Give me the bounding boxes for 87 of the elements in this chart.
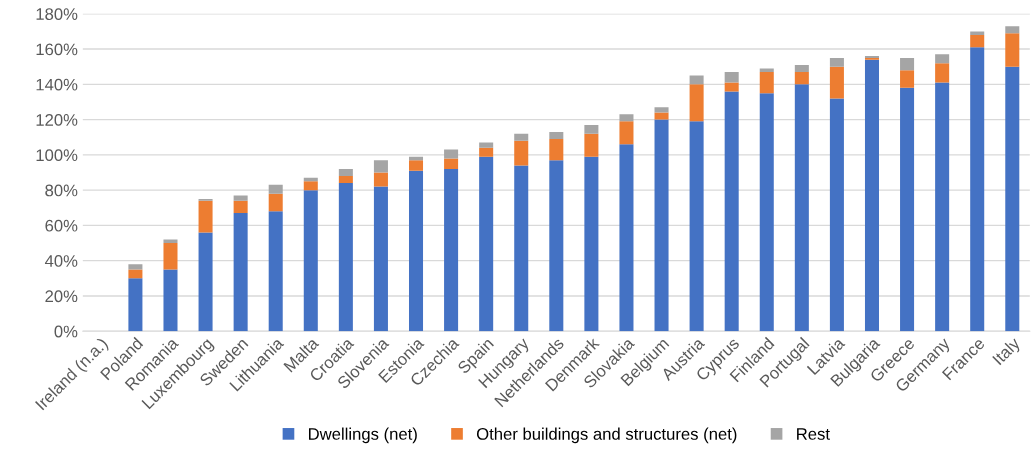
bar xyxy=(198,232,213,332)
y-tick-label: 160% xyxy=(36,43,78,56)
y-tick-label: 100% xyxy=(36,149,78,162)
bar xyxy=(829,57,844,67)
bar xyxy=(759,71,774,94)
bar xyxy=(303,190,318,332)
bar xyxy=(514,133,529,141)
bar xyxy=(479,147,494,157)
bar xyxy=(829,66,844,99)
bar xyxy=(514,165,529,332)
bar xyxy=(444,149,459,159)
legend-label: Dwellings (net) xyxy=(308,427,417,444)
x-tick-label: Italy xyxy=(991,336,1024,368)
bar xyxy=(759,68,774,72)
bar xyxy=(970,31,985,35)
bar xyxy=(338,183,353,332)
y-tick-label: 40% xyxy=(44,255,78,267)
legend-label: Rest xyxy=(797,428,830,440)
y-tick-label: 20% xyxy=(45,290,78,303)
y-tick-label: 80% xyxy=(45,184,78,197)
bar xyxy=(584,133,599,157)
bar xyxy=(409,160,424,171)
y-tick-label: 140% xyxy=(36,78,78,91)
bar xyxy=(268,193,283,212)
bar xyxy=(619,121,634,145)
bar xyxy=(128,278,143,332)
bar xyxy=(479,156,494,332)
bar xyxy=(935,82,950,332)
bar xyxy=(198,200,213,233)
bar xyxy=(689,75,704,85)
bar xyxy=(268,184,283,194)
bar xyxy=(444,158,459,169)
bar xyxy=(444,168,459,332)
y-tick-label: 0% xyxy=(54,325,78,338)
bar xyxy=(864,59,879,332)
bar xyxy=(970,47,985,332)
bar xyxy=(829,98,844,332)
bar xyxy=(163,269,178,332)
bar xyxy=(1005,33,1020,67)
bar xyxy=(479,142,494,148)
bar xyxy=(724,91,739,332)
y-tick-label: 180% xyxy=(36,8,78,20)
bar xyxy=(935,54,950,64)
bar xyxy=(689,84,704,122)
bar xyxy=(268,211,283,332)
bar xyxy=(794,84,809,332)
legend-label: Other buildings and structures (net) xyxy=(476,427,737,444)
bar xyxy=(654,107,669,113)
bar xyxy=(514,140,529,166)
bar xyxy=(900,70,915,88)
bar xyxy=(1005,26,1020,34)
bar xyxy=(409,170,424,332)
bar xyxy=(128,264,143,270)
bar xyxy=(549,131,564,139)
bar xyxy=(549,139,564,161)
bar xyxy=(794,64,809,72)
bar xyxy=(163,239,178,244)
bar xyxy=(549,160,564,332)
bar xyxy=(619,144,634,332)
bar xyxy=(373,160,388,173)
y-tick-label: 120% xyxy=(36,114,78,126)
bar xyxy=(759,93,774,332)
bar xyxy=(1005,66,1020,332)
bar xyxy=(724,82,739,92)
bar xyxy=(338,176,353,184)
bar xyxy=(654,119,669,332)
bar xyxy=(689,121,704,332)
bar xyxy=(233,195,248,201)
bar xyxy=(724,71,739,83)
bar xyxy=(970,34,985,48)
bar xyxy=(619,114,634,122)
bar xyxy=(900,57,915,71)
bar xyxy=(935,63,950,83)
bar xyxy=(373,172,388,187)
bar xyxy=(584,124,599,134)
bar xyxy=(338,168,353,177)
bar xyxy=(794,71,809,85)
bar xyxy=(654,112,669,120)
bar xyxy=(584,156,599,332)
bar xyxy=(233,200,248,214)
bar xyxy=(303,181,318,191)
bar xyxy=(233,213,248,332)
bar xyxy=(373,186,388,332)
bar xyxy=(163,243,178,270)
y-tick-label: 60% xyxy=(45,219,78,232)
bar xyxy=(128,269,143,279)
bar xyxy=(900,87,915,332)
